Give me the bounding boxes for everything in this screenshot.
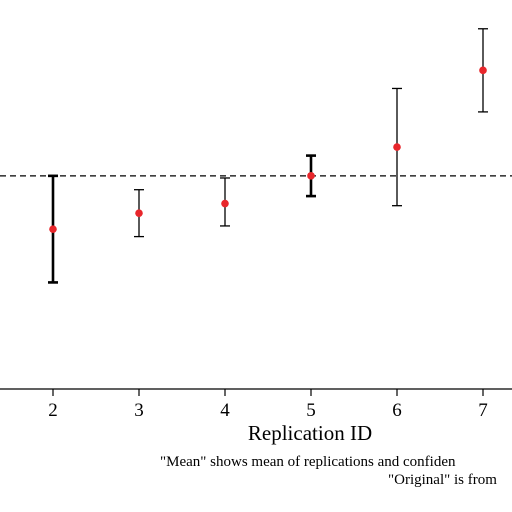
errorbar-group	[478, 28, 488, 113]
errorbar-group	[392, 87, 402, 207]
data-point	[49, 225, 57, 233]
x-tick-label: 7	[478, 400, 488, 421]
x-tick-label: 4	[220, 400, 230, 421]
x-tick-label: 2	[48, 400, 58, 421]
errorbar-group	[48, 174, 58, 284]
x-axis-title: Replication ID	[248, 421, 372, 445]
errorbar-group	[306, 154, 316, 198]
errorbar-group	[220, 177, 230, 227]
x-tick-label: 6	[392, 400, 402, 421]
data-point	[135, 209, 143, 217]
data-point	[479, 66, 487, 75]
x-ticks: 2 3 4 5 6 7	[48, 389, 488, 421]
data-point	[307, 172, 315, 180]
x-tick-label: 3	[134, 400, 144, 421]
x-tick-label: 5	[306, 400, 316, 421]
footnote-line-2: "Original" is from	[388, 472, 497, 488]
errorbar-group	[134, 189, 144, 238]
data-point	[221, 199, 229, 208]
data-marks	[48, 28, 488, 284]
data-point	[393, 143, 401, 151]
footnote-line-1: "Mean" shows mean of replications and co…	[160, 454, 456, 470]
